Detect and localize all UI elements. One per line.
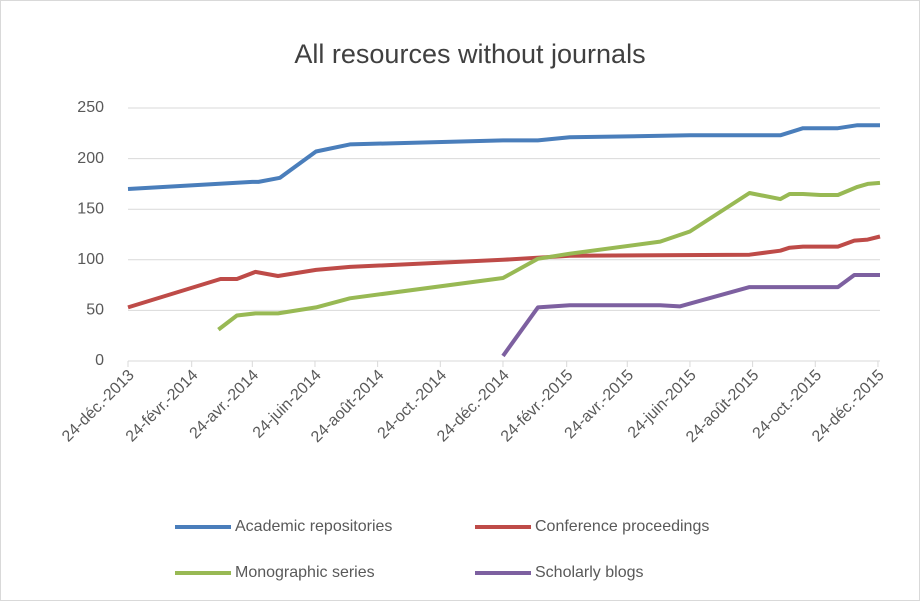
- legend-label: Scholarly blogs: [535, 564, 644, 581]
- legend-label: Monographic series: [235, 564, 375, 581]
- y-tick-label: 150: [77, 200, 104, 217]
- y-tick-label: 100: [77, 251, 104, 268]
- y-tick-label: 0: [95, 352, 104, 369]
- y-tick-label: 250: [77, 99, 104, 116]
- y-tick-label: 50: [86, 302, 104, 319]
- series-line: [217, 180, 881, 332]
- legend-label: Conference proceedings: [535, 518, 709, 535]
- series-line: [127, 234, 881, 310]
- legend-label: Academic repositories: [235, 518, 392, 535]
- y-tick-label: 200: [77, 150, 104, 167]
- chart-title: All resources without journals: [294, 39, 645, 69]
- series-line: [501, 273, 880, 358]
- series-line: [127, 123, 880, 191]
